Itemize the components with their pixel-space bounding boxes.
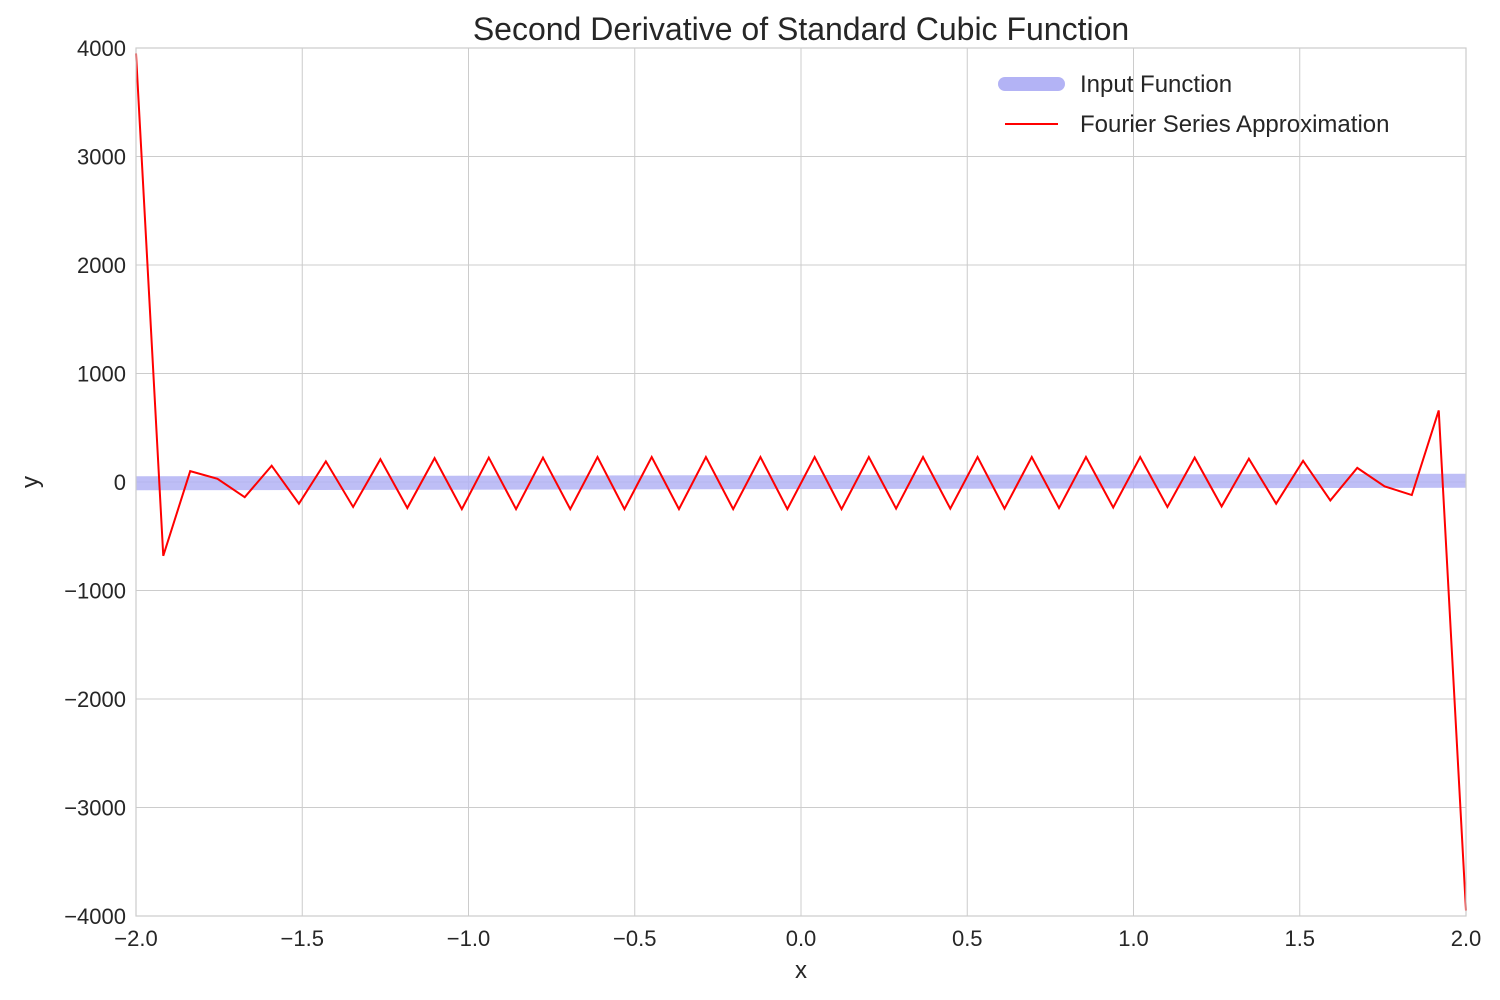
- y-tick-label: −3000: [64, 796, 126, 821]
- y-tick-label: 2000: [77, 253, 126, 278]
- x-tick-label: 1.0: [1118, 926, 1149, 951]
- legend: Input Function Fourier Series Approximat…: [998, 71, 1389, 138]
- x-tick-label: −1.5: [281, 926, 324, 951]
- x-tick-label: 0.5: [952, 926, 983, 951]
- y-tick-label: −4000: [64, 904, 126, 929]
- series-layer: [135, 53, 1467, 911]
- x-tick-label: 0.0: [786, 926, 817, 951]
- x-axis-label: x: [795, 957, 807, 984]
- plot-frame: [135, 47, 1467, 917]
- x-tick-labels: −2.0 −1.5 −1.0 −0.5 0.0 0.5 1.0 1.5 2.0: [114, 926, 1481, 951]
- x-tick-label: 1.5: [1284, 926, 1315, 951]
- chart-title: Second Derivative of Standard Cubic Func…: [473, 11, 1129, 47]
- x-tick-label: 2.0: [1451, 926, 1482, 951]
- legend-label-fourier: Fourier Series Approximation: [1080, 111, 1389, 138]
- y-tick-label: 1000: [77, 362, 126, 387]
- series-fourier-approximation: [135, 53, 1467, 911]
- y-tick-label: 0: [114, 470, 126, 495]
- legend-label-input-function: Input Function: [1080, 71, 1232, 98]
- y-tick-label: −1000: [64, 579, 126, 604]
- x-tick-label: −2.0: [114, 926, 157, 951]
- x-tick-label: −1.0: [447, 926, 490, 951]
- y-tick-label: −2000: [64, 687, 126, 712]
- y-tick-label: 4000: [77, 36, 126, 61]
- x-tick-label: −0.5: [613, 926, 656, 951]
- y-tick-labels: −4000 −3000 −2000 −1000 0 1000 2000 3000 4000: [64, 36, 126, 929]
- y-axis-label: y: [17, 476, 44, 488]
- y-tick-label: 3000: [77, 145, 126, 170]
